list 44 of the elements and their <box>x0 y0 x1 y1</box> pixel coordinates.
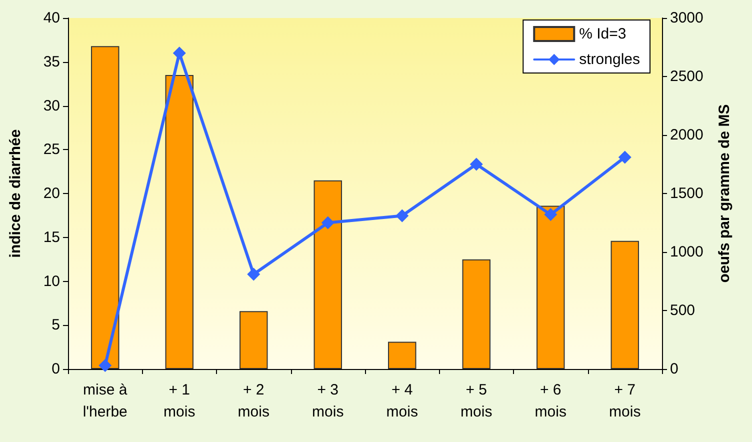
y-tick-label: 0 <box>52 360 60 378</box>
y-tick-label: 35 <box>43 53 60 70</box>
y-tick-label: 40 <box>43 10 60 26</box>
y-tick-label: 10 <box>43 272 60 290</box>
point <box>98 358 112 372</box>
bar <box>536 206 565 369</box>
bar <box>462 259 490 369</box>
bar <box>610 240 639 369</box>
y2-tick-label: 2500 <box>670 68 704 85</box>
y-tick-label: 20 <box>43 185 60 202</box>
y-tick-label: 25 <box>43 141 60 158</box>
y2-axis-title: oeufs par gramme de MS <box>716 104 733 283</box>
bar <box>314 180 342 369</box>
x-tick-label: mise à l'herbe <box>82 382 128 420</box>
legend-label: % Id=3 <box>579 26 626 42</box>
point <box>470 158 483 171</box>
point <box>618 150 632 164</box>
y2-tick-label: 500 <box>670 302 696 319</box>
x-tick-label: + 1 mois <box>164 382 196 420</box>
point <box>544 208 558 222</box>
y-axis-title: indice de diarrhée <box>7 129 24 258</box>
y-tick-label: 30 <box>43 97 60 114</box>
bar <box>91 46 120 369</box>
x-tick-label: + 6 mois <box>534 382 566 420</box>
y2-tick-label: 2000 <box>670 126 704 144</box>
legend-label: strongles <box>579 51 640 68</box>
y2-tick-label: 3000 <box>670 10 704 26</box>
point <box>321 216 334 230</box>
y-tick-label: 5 <box>52 316 60 334</box>
x-tick-label: + 3 mois <box>312 382 344 420</box>
y2-tick-label: 1000 <box>670 244 704 260</box>
x-tick-label: + 4 mois <box>386 382 418 420</box>
bar <box>165 75 194 369</box>
bar <box>388 342 416 369</box>
y2-tick-label: 0 <box>670 360 678 378</box>
y-tick-label: 15 <box>43 228 60 246</box>
point <box>396 209 409 222</box>
point <box>172 46 186 60</box>
bar <box>240 311 268 369</box>
x-tick-label: + 2 mois <box>238 382 270 420</box>
x-tick-label: + 7 mois <box>609 382 641 420</box>
y2-tick-label: 1500 <box>670 185 704 202</box>
x-tick-label: + 5 mois <box>460 382 492 420</box>
point <box>247 268 260 281</box>
